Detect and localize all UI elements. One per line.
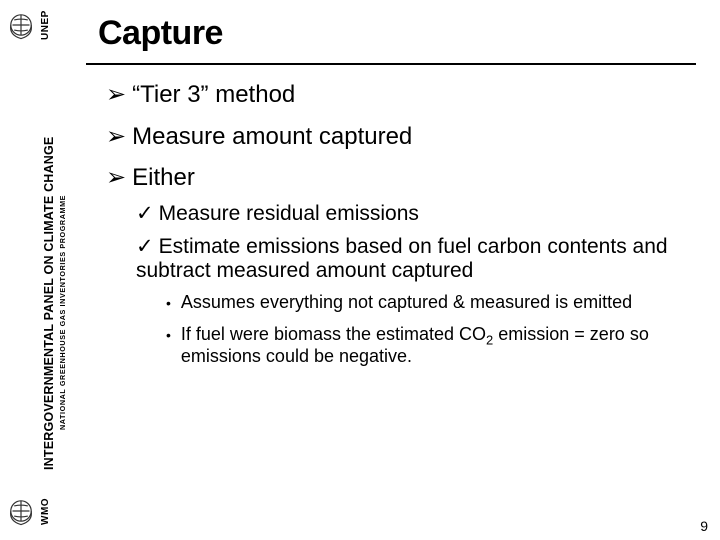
main-content: Capture ➢“Tier 3” method ➢Measure amount… xyxy=(78,0,720,540)
sidebar: UNEP INTERGOVERNMENTAL PANEL ON CLIMATE … xyxy=(0,0,78,540)
slide: UNEP INTERGOVERNMENTAL PANEL ON CLIMATE … xyxy=(0,0,720,540)
bullet-text: Measure amount captured xyxy=(132,123,412,150)
arrow-icon: ➢ xyxy=(106,81,126,108)
programme-label: NATIONAL GREENHOUSE GAS INVENTORIES PROG… xyxy=(58,100,67,430)
bullet-measure-captured: ➢Measure amount captured xyxy=(106,123,690,151)
dot-icon: • xyxy=(166,292,171,314)
bullet-text: Assumes everything not captured & measur… xyxy=(181,292,690,314)
bullet-either: ➢Either xyxy=(106,164,690,192)
dot-icon: • xyxy=(166,324,171,366)
bullet-estimate: ✓Estimate emissions based on fuel carbon… xyxy=(136,235,690,282)
bullet-text: Estimate emissions based on fuel carbon … xyxy=(136,235,668,282)
bullet-biomass: • If fuel were biomass the estimated CO2… xyxy=(166,324,690,366)
bullet-text: Either xyxy=(132,164,195,191)
ipcc-label: INTERGOVERNMENTAL PANEL ON CLIMATE CHANG… xyxy=(42,60,56,470)
wmo-label: WMO xyxy=(40,494,51,528)
unep-logo xyxy=(4,8,38,42)
arrow-icon: ➢ xyxy=(106,164,126,191)
title-rule xyxy=(86,63,696,65)
bullet-list: ➢“Tier 3” method ➢Measure amount capture… xyxy=(86,81,696,367)
bullet-text: Measure residual emissions xyxy=(159,202,419,225)
bullet-assumes: • Assumes everything not captured & meas… xyxy=(166,292,690,314)
wmo-logo xyxy=(4,494,38,528)
bullet-tier3: ➢“Tier 3” method xyxy=(106,81,690,109)
check-icon: ✓ xyxy=(136,235,154,258)
text-pre: If fuel were biomass the estimated CO xyxy=(181,324,486,344)
page-title: Capture xyxy=(86,0,696,63)
bullet-residual: ✓Measure residual emissions xyxy=(136,202,690,226)
arrow-icon: ➢ xyxy=(106,123,126,150)
bullet-text: “Tier 3” method xyxy=(132,81,295,108)
unep-label: UNEP xyxy=(40,8,51,42)
bullet-text: If fuel were biomass the estimated CO2 e… xyxy=(181,324,690,366)
check-icon: ✓ xyxy=(136,202,154,225)
page-number: 9 xyxy=(700,518,708,534)
